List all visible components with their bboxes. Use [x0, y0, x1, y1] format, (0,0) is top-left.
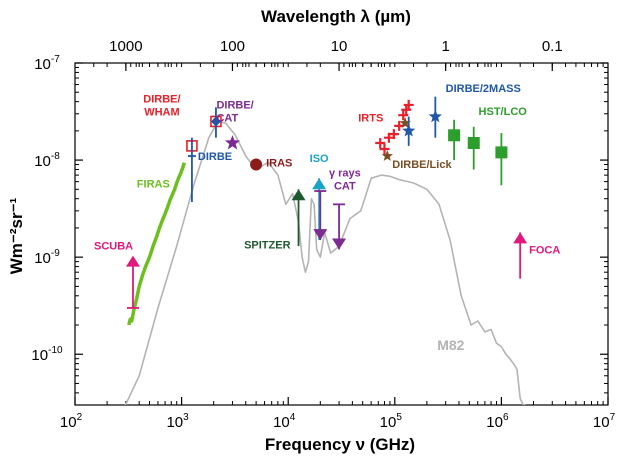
irts-plus — [403, 99, 414, 110]
hst-lco-square — [448, 129, 461, 142]
iras-label: IRAS — [266, 158, 292, 170]
annotations: FIRAS SCUBA DIRBE/WHAM DIRBE DIRBE/CAT IRAS SP… — [94, 83, 560, 309]
scuba-label: SCUBA — [94, 240, 133, 252]
irts-plus — [379, 144, 390, 155]
y-tick-base: 10 — [31, 347, 48, 364]
foca-label: FOCA — [529, 244, 560, 256]
y-tick-exp: -9 — [51, 248, 60, 259]
dirbe-cat-label-line: CAT — [216, 112, 238, 124]
iras-point — [250, 158, 263, 171]
scuba-arrow-head — [125, 255, 140, 267]
dirbe-diamond — [210, 116, 221, 127]
gamma-cat-arrow — [313, 229, 328, 241]
m82-label: M82 — [437, 337, 464, 353]
top-axis-title: Wavelength λ (µm) — [261, 7, 411, 26]
firas-line — [127, 162, 186, 326]
foca-arrow-head — [513, 232, 528, 244]
y-tick-base: 10 — [34, 250, 51, 267]
y-tick-label: 10-9 — [34, 248, 60, 267]
x-tick-exp: 7 — [610, 412, 616, 423]
x2-tick-label: 100 — [220, 38, 245, 55]
dirbe-2mass-label: DIRBE/2MASS — [446, 83, 521, 95]
gamma-cat-label-line: CAT — [334, 180, 356, 192]
hst-lco-square — [467, 136, 480, 149]
y-tick-label: 10-10 — [31, 345, 63, 364]
y-axis-title: Wm⁻²sr⁻¹ — [7, 197, 26, 274]
gamma-cat-arrow — [332, 238, 347, 250]
dirbe-2mass-star — [402, 123, 416, 137]
x-tick-exp: 4 — [290, 412, 296, 423]
y-tick-exp: -8 — [51, 151, 60, 162]
foca-arrow — [513, 232, 528, 244]
x2-tick-label: 0.1 — [542, 38, 563, 55]
gamma-cat-arrow-head — [332, 238, 347, 250]
spitzer-label: SPITZER — [244, 240, 291, 252]
x-tick-exp: 6 — [503, 412, 509, 423]
hst-lco-label: HST/LCO — [479, 106, 528, 118]
series: M82 — [124, 120, 527, 405]
dirbe-lick-star — [399, 117, 411, 128]
x-tick-base: 10 — [273, 414, 290, 431]
y-tick-exp: -7 — [51, 54, 60, 65]
x-tick-base: 10 — [166, 414, 183, 431]
y-tick-base: 10 — [34, 56, 51, 73]
x2-tick-label: 1000 — [109, 38, 142, 55]
hst-lco-square — [495, 146, 508, 159]
x-tick-label: 105 — [380, 412, 403, 431]
dirbe-wham-label-line: DIRBE/ — [143, 94, 180, 106]
x-tick-base: 10 — [380, 414, 397, 431]
y-tick-label: 10-7 — [34, 54, 60, 73]
dirbe-cat-star — [224, 135, 241, 150]
x-tick-exp: 2 — [77, 412, 83, 423]
x-tick-label: 107 — [593, 412, 616, 431]
dirbe-lick-label: DIRBE/Lick — [392, 159, 452, 171]
irts-label: IRTS — [358, 112, 383, 124]
irts-plus — [388, 129, 399, 140]
x-tick-label: 106 — [486, 412, 509, 431]
scuba-arrow — [125, 255, 140, 267]
top-axis: Wavelength λ (µm) — [261, 7, 411, 26]
spitzer-arrow-head — [291, 189, 306, 201]
x-tick-label: 104 — [273, 412, 296, 431]
dirbe-2mass-star — [428, 109, 442, 123]
firas-label: FIRAS — [137, 179, 170, 191]
dirbe-lick-star — [381, 150, 393, 161]
irts-plus — [375, 137, 386, 148]
x-tick-label: 103 — [166, 412, 189, 431]
x-tick-base: 10 — [486, 414, 503, 431]
x-tick-exp: 5 — [396, 412, 402, 423]
x-tick-base: 10 — [60, 414, 77, 431]
x-tick-base: 10 — [593, 414, 610, 431]
spitzer-arrow — [291, 189, 306, 201]
iso-label: ISO — [310, 153, 329, 165]
m82-line — [124, 120, 527, 405]
x-tick-label: 102 — [60, 412, 83, 431]
dirbe-cat-label: DIRBE/CAT — [216, 99, 253, 124]
y-tick-base: 10 — [34, 153, 51, 170]
y-tick-exp: -10 — [48, 345, 63, 356]
x-tick-exp: 3 — [183, 412, 189, 423]
gamma-cat-label: γ rays CAT — [329, 167, 361, 192]
y-tick-label: 10-8 — [34, 151, 60, 170]
x-axis-title: Frequency ν (GHz) — [265, 435, 415, 454]
x2-tick-label: 10 — [331, 38, 348, 55]
dirbe-wham-label-line: WHAM — [144, 107, 179, 119]
gamma-cat-label-line: γ rays — [329, 167, 361, 179]
dirbe-wham-label: DIRBE/WHAM — [143, 94, 180, 119]
iso-arrow-head — [312, 178, 327, 190]
dirbe-label: DIRBE — [198, 151, 232, 163]
irts-plus — [398, 110, 409, 121]
plot-frame — [74, 62, 609, 406]
iso-arrow — [312, 178, 327, 190]
dirbe-cat-label-line: DIRBE/ — [216, 99, 253, 111]
x2-tick-label: 1 — [441, 38, 449, 55]
gamma-cat-arrow-head — [313, 229, 328, 241]
